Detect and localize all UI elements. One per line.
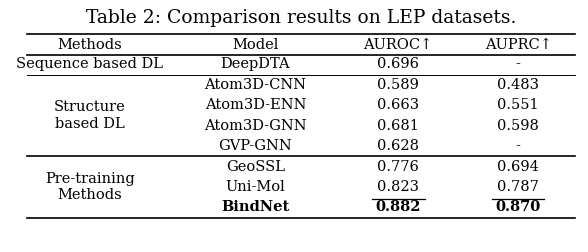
Text: 0.870: 0.870 [496,201,541,214]
Text: 0.663: 0.663 [377,98,419,112]
Text: 0.694: 0.694 [497,160,539,174]
Text: 0.483: 0.483 [497,78,539,92]
Text: 0.882: 0.882 [376,201,421,214]
Text: Pre-training
Methods: Pre-training Methods [45,172,135,202]
Text: Atom3D-ENN: Atom3D-ENN [205,98,306,112]
Text: Table 2: Comparison results on LEP datasets.: Table 2: Comparison results on LEP datas… [86,9,516,27]
Text: BindNet: BindNet [221,201,289,214]
Text: Model: Model [232,38,279,52]
Text: GeoSSL: GeoSSL [226,160,285,174]
Text: Methods: Methods [58,38,122,52]
Text: GVP-GNN: GVP-GNN [219,139,292,153]
Text: 0.628: 0.628 [377,139,419,153]
Text: 0.589: 0.589 [377,78,419,92]
Text: 0.696: 0.696 [377,57,419,71]
Text: Sequence based DL: Sequence based DL [16,57,163,71]
Text: Uni-Mol: Uni-Mol [226,180,285,194]
Text: 0.823: 0.823 [377,180,419,194]
Text: Atom3D-CNN: Atom3D-CNN [205,78,306,92]
Text: -: - [516,57,520,71]
Text: 0.551: 0.551 [497,98,539,112]
Text: AUPRC↑: AUPRC↑ [485,38,552,52]
Text: Structure
based DL: Structure based DL [54,100,126,131]
Text: Atom3D-GNN: Atom3D-GNN [204,119,307,133]
Text: -: - [516,139,520,153]
Text: 0.598: 0.598 [497,119,539,133]
Text: 0.787: 0.787 [497,180,539,194]
Text: DeepDTA: DeepDTA [220,57,290,71]
Text: AUROC↑: AUROC↑ [363,38,433,52]
Text: 0.681: 0.681 [377,119,419,133]
Text: 0.776: 0.776 [377,160,419,174]
